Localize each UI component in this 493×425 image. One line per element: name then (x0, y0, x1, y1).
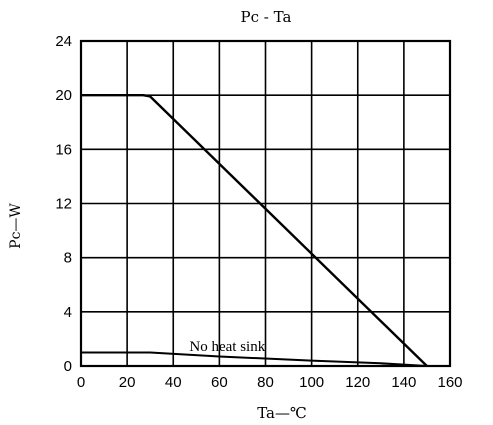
y-tick-label-0: 0 (64, 358, 72, 375)
y-tick-label-3: 12 (55, 196, 72, 213)
plot-frame (79, 39, 452, 368)
y-tick-label-2: 8 (64, 250, 72, 267)
chart-title: Pc - Ta (241, 8, 292, 26)
curves (81, 93, 428, 367)
x-tick-labels: 0 20 40 60 80 100 120 140 160 (77, 374, 463, 391)
y-tick-labels: 0 4 8 12 16 20 24 (55, 33, 72, 375)
x-tick-label-7: 140 (391, 374, 416, 391)
x-axis-label: Ta—℃ (257, 404, 307, 422)
x-tick-label-5: 100 (299, 374, 324, 391)
series-line-1 (81, 93, 428, 367)
x-tick-label-1: 20 (119, 374, 136, 391)
y-tick-label-1: 4 (64, 304, 72, 321)
grid (80, 40, 451, 367)
y-tick-label-6: 24 (55, 33, 72, 50)
x-tick-label-4: 80 (257, 374, 274, 391)
annotation-0: No heat sink (189, 339, 265, 355)
x-tick-label-8: 160 (437, 374, 462, 391)
x-tick-label-0: 0 (77, 374, 85, 391)
x-tick-label-2: 40 (165, 374, 182, 391)
plot-border (79, 39, 452, 368)
y-tick-label-4: 16 (55, 141, 72, 158)
x-tick-label-6: 120 (345, 374, 370, 391)
y-axis-label: Pc—W (8, 203, 24, 249)
series-line-2 (81, 351, 427, 367)
y-tick-label-5: 20 (55, 87, 72, 104)
x-tick-label-3: 60 (211, 374, 228, 391)
annotations: No heat sink (189, 339, 265, 355)
